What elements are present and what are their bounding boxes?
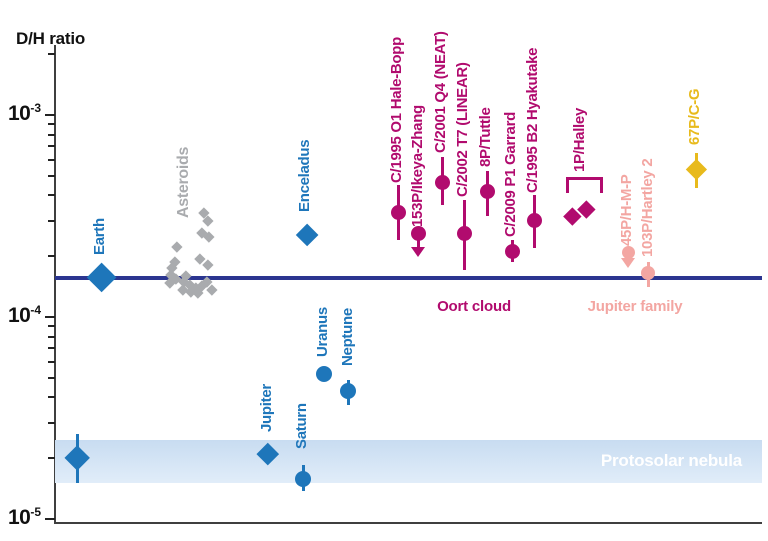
103p-hartley-2-marker bbox=[641, 266, 655, 281]
halley-bracket bbox=[566, 177, 603, 193]
y-axis-tick bbox=[48, 145, 55, 148]
c-2002-t7-linear-marker bbox=[456, 226, 472, 242]
153p-ikeya-zhang-marker bbox=[410, 225, 426, 241]
enceladus-marker bbox=[295, 223, 319, 247]
8p-tuttle-label: 8P/Tuttle bbox=[476, 107, 494, 167]
oort-cloud-label: Oort cloud bbox=[437, 298, 511, 315]
c-2001-q4-neat-label: C/2001 Q4 (NEAT) bbox=[431, 31, 449, 153]
neptune-marker bbox=[340, 383, 356, 400]
y-axis-tick bbox=[48, 325, 55, 328]
earth-marker bbox=[86, 262, 117, 293]
uranus-marker bbox=[316, 366, 332, 383]
neptune-label: Neptune bbox=[338, 308, 356, 366]
y-axis-tick-label: 10-3 bbox=[7, 101, 41, 125]
1p-halley-label: 1P/Halley bbox=[570, 107, 588, 172]
y-axis-tick bbox=[48, 347, 55, 350]
153p-ikeya-zhang-down-arrow-icon bbox=[411, 247, 425, 258]
y-axis-tick bbox=[48, 457, 55, 460]
protosolar-nebula-label: Protosolar nebula bbox=[600, 450, 742, 470]
earth-label: Earth bbox=[90, 218, 108, 255]
45p-h-m-p-marker bbox=[621, 246, 635, 260]
jupiter-family-label: Jupiter family bbox=[587, 298, 683, 315]
asteroids-point-marker bbox=[202, 259, 214, 271]
uranus-label: Uranus bbox=[313, 307, 331, 357]
saturn-marker bbox=[295, 470, 311, 487]
y-axis-title: D/H ratio bbox=[16, 29, 86, 48]
67p-c-g-label: 67P/C-G bbox=[685, 88, 703, 145]
asteroids-point-marker bbox=[206, 284, 218, 296]
c-2009-p1-garrard-marker bbox=[504, 243, 520, 259]
45p-h-m-p-label: 45P/H-M-P bbox=[617, 174, 635, 246]
c-1995-o1-hale-bopp-label: C/1995 O1 Hale-Bopp bbox=[387, 36, 405, 183]
y-axis-tick bbox=[48, 360, 55, 363]
y-axis-tick bbox=[48, 123, 55, 126]
8p-tuttle-marker bbox=[479, 183, 495, 199]
protosolar-nebula-band bbox=[55, 440, 762, 484]
y-axis-tick bbox=[45, 518, 55, 520]
103p-hartley-2-label: 103P/Hartley 2 bbox=[638, 158, 656, 257]
y-axis-tick bbox=[48, 396, 55, 399]
y-axis-tick bbox=[48, 194, 55, 197]
y-axis-tick bbox=[48, 376, 55, 379]
67p-c-g-marker bbox=[685, 158, 707, 180]
y-axis-tick bbox=[48, 219, 55, 222]
153p-ikeya-zhang-upper-limit-line bbox=[416, 233, 420, 251]
y-axis-tick bbox=[45, 316, 55, 318]
y-axis-tick-label: 10-5 bbox=[7, 505, 41, 529]
y-axis-tick-label: 10-4 bbox=[7, 303, 41, 327]
45p-h-m-p-down-arrow-icon bbox=[621, 257, 635, 268]
y-axis-tick bbox=[48, 174, 55, 177]
x-axis-line bbox=[54, 522, 762, 524]
c-1995-b2-hyakutake-label: C/1995 B2 Hyakutake bbox=[523, 47, 541, 193]
y-axis-tick bbox=[48, 133, 55, 136]
asteroids-label: Asteroids bbox=[175, 146, 192, 218]
c-1995-b2-hyakutake-marker bbox=[526, 213, 542, 229]
y-axis-tick bbox=[45, 114, 55, 116]
saturn-label: Saturn bbox=[292, 403, 310, 449]
y-axis-tick bbox=[48, 158, 55, 161]
jupiter-label: Jupiter bbox=[257, 384, 275, 432]
c-2002-t7-linear-label: C/2002 T7 (LINEAR) bbox=[453, 62, 471, 197]
asteroids-point-marker bbox=[171, 241, 183, 253]
y-axis-line bbox=[54, 45, 56, 524]
y-axis-tick bbox=[48, 255, 55, 258]
enceladus-label: Enceladus bbox=[295, 139, 313, 212]
c-1995-o1-hale-bopp-marker bbox=[390, 204, 406, 220]
c-2009-p1-garrard-label: C/2009 P1 Garrard bbox=[501, 112, 519, 237]
reference-line bbox=[55, 275, 762, 280]
153p-ikeya-zhang-label: 153P/Ikeya-Zhang bbox=[408, 105, 426, 227]
y-axis-tick bbox=[48, 421, 55, 424]
c-2001-q4-neat-marker bbox=[434, 174, 450, 190]
y-axis-tick bbox=[48, 335, 55, 338]
y-axis-tick bbox=[48, 53, 55, 56]
